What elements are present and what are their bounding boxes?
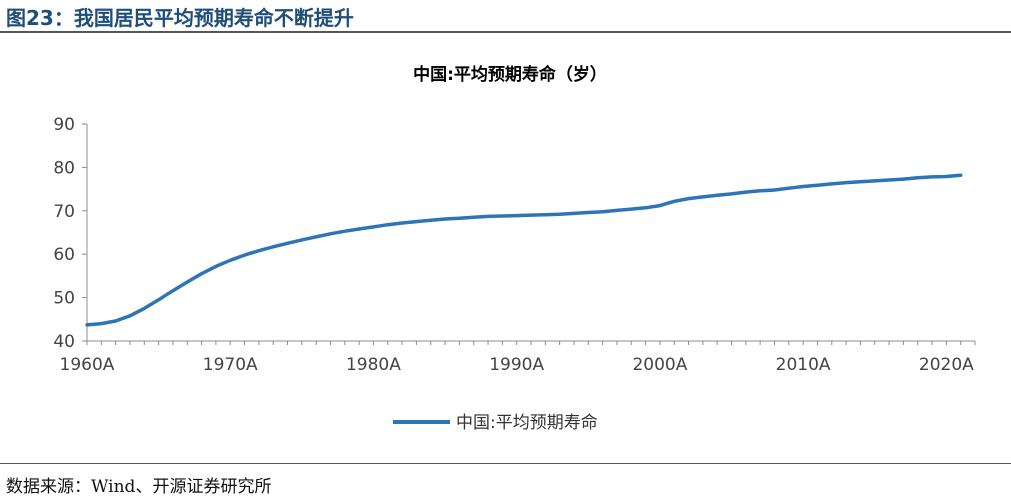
legend: 中国:平均预期寿命 [393, 413, 598, 433]
x-tick-labels: 1960A 1970A 1980A 1990A 2000A 2010A 2020A [60, 355, 975, 375]
axes [82, 123, 976, 345]
x-tick-label: 2020A [919, 355, 974, 375]
bottom-divider [0, 463, 1011, 464]
line-chart: 中国:平均预期寿命（岁） 40 50 60 70 80 90 1960A 1970A 1980… [53, 64, 976, 433]
series-line [85, 173, 963, 327]
series-layer [85, 173, 963, 327]
x-tick-label: 1990A [489, 355, 544, 375]
legend-label: 中国:平均预期寿命 [456, 413, 598, 433]
y-tick-label: 90 [53, 115, 75, 135]
chart-title: 中国:平均预期寿命（岁） [413, 64, 607, 85]
y-tick-label: 80 [53, 158, 75, 178]
x-tick-label: 2010A [776, 355, 831, 375]
source-note: 数据来源：Wind、开源证券研究所 [6, 477, 272, 497]
x-tick-label: 1970A [203, 355, 258, 375]
y-tick-label: 70 [53, 202, 75, 222]
y-tick-labels: 40 50 60 70 80 90 [53, 115, 75, 352]
y-tick-label: 50 [53, 289, 75, 309]
x-tick-label: 2000A [632, 355, 687, 375]
figure-title: 图23：我国居民平均预期寿命不断提升 [6, 6, 354, 30]
y-tick-label: 60 [53, 245, 75, 265]
top-divider [0, 31, 1011, 33]
x-tick-label: 1960A [60, 355, 115, 375]
y-tick-label: 40 [53, 332, 75, 352]
x-tick-label: 1980A [346, 355, 401, 375]
